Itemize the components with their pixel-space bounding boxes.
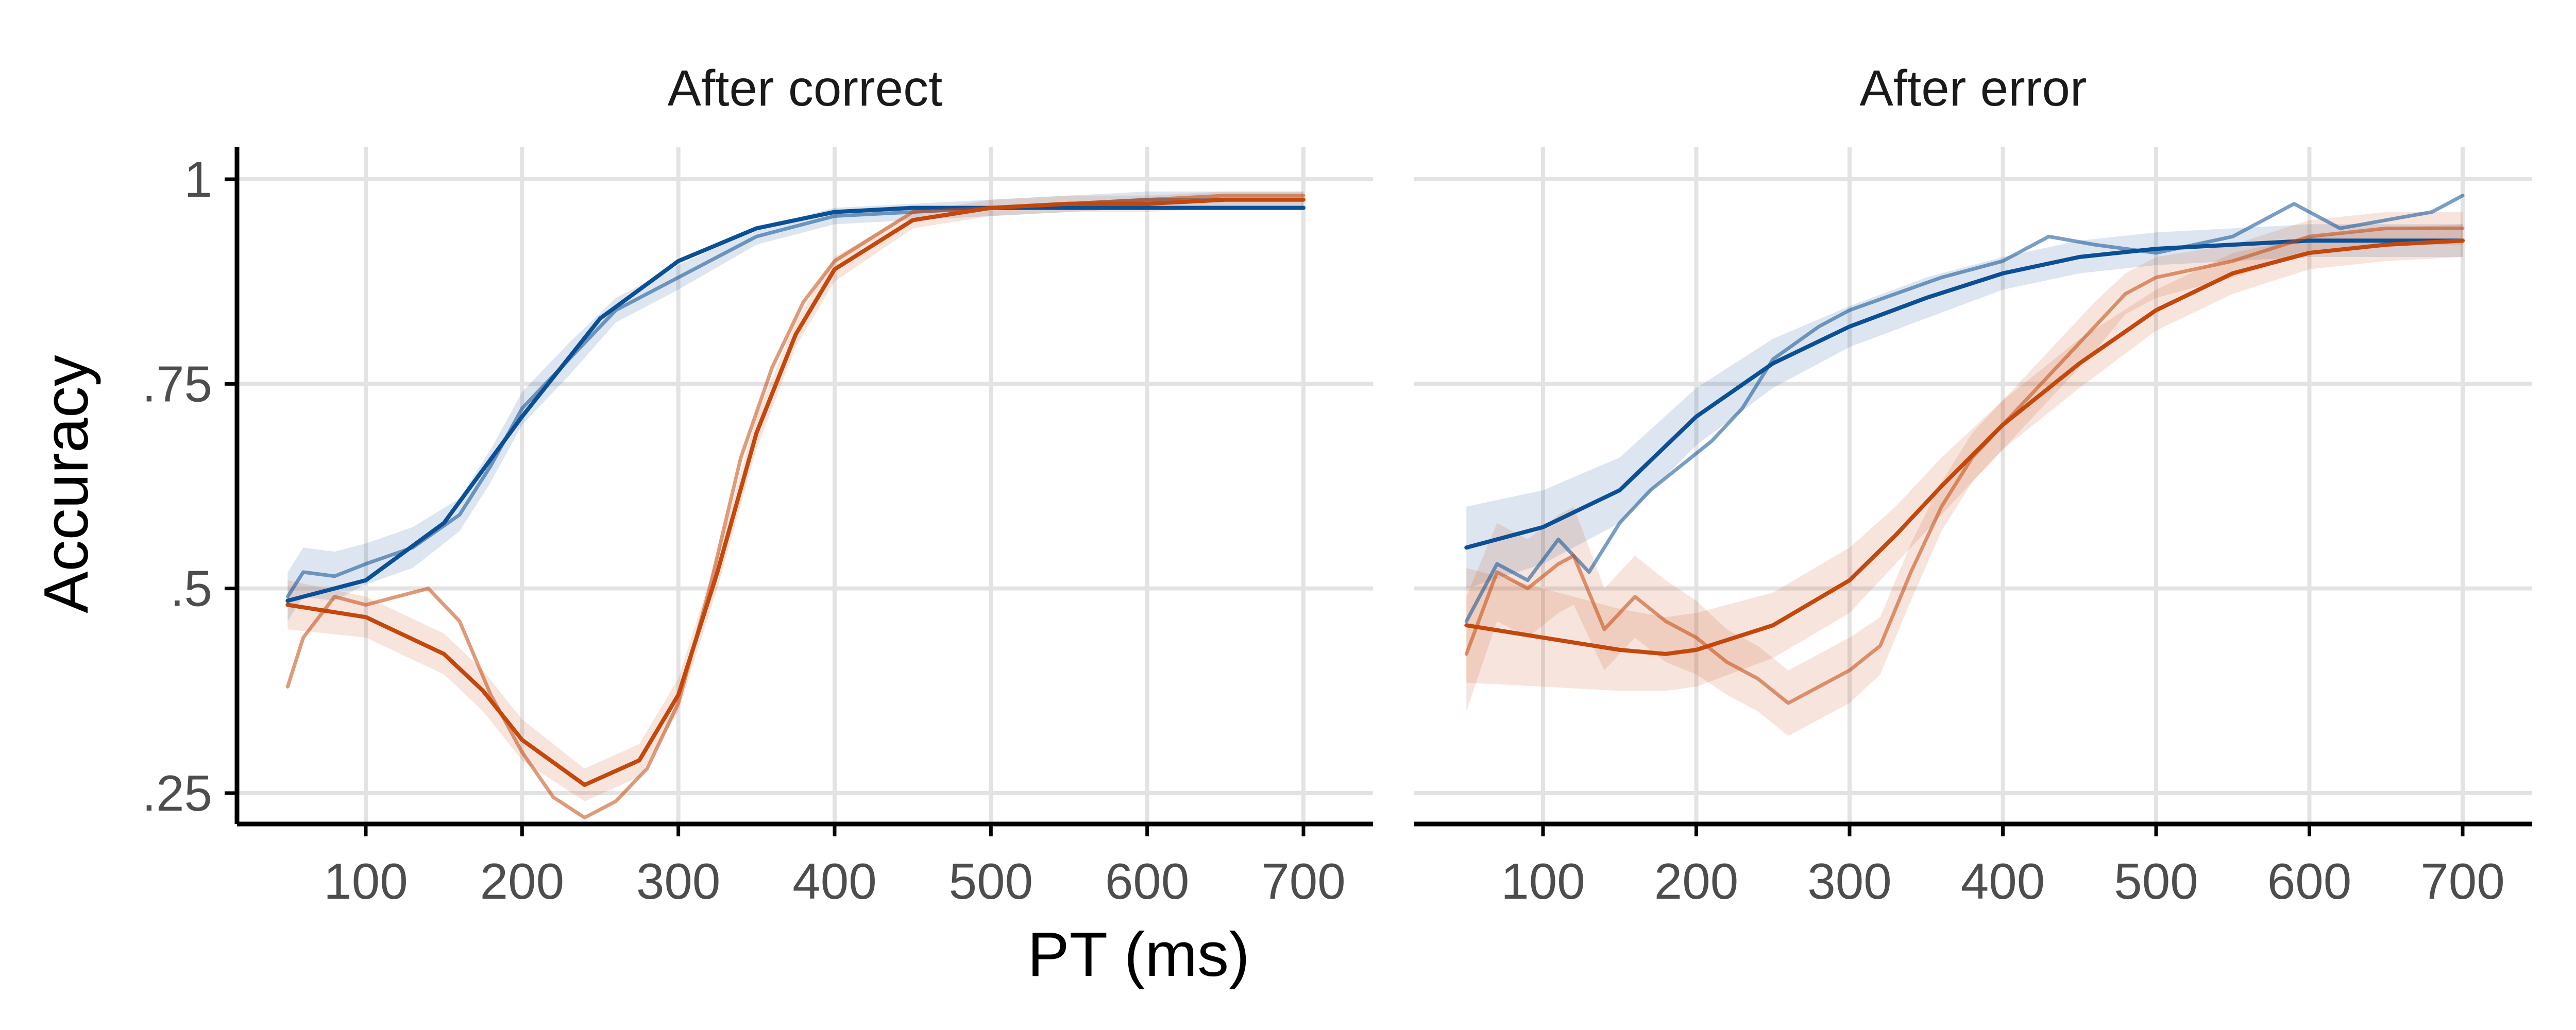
grid bbox=[237, 147, 1373, 824]
band-blue-fit bbox=[1466, 224, 2463, 589]
x-tick-label: 600 bbox=[2267, 853, 2352, 909]
line-blue-fit bbox=[285, 205, 1306, 603]
band-orange-fit bbox=[287, 191, 1304, 801]
panel-after-error: 100 200 300 400 500 600 700 After error bbox=[1414, 60, 2532, 909]
line-orange-empirical bbox=[1464, 226, 2465, 705]
x-axis: 100 200 300 400 500 600 700 bbox=[1414, 821, 2532, 909]
x-tick-label: 400 bbox=[792, 853, 877, 909]
band-blue-empirical bbox=[287, 191, 1304, 622]
confidence-bands bbox=[1466, 212, 2463, 736]
y-tick-label: .5 bbox=[170, 560, 212, 617]
panel-title: After correct bbox=[668, 60, 943, 116]
panel-title: After error bbox=[1859, 60, 2087, 116]
line-orange-fit bbox=[1464, 238, 2465, 656]
x-tick-label: 600 bbox=[1105, 853, 1190, 909]
x-tick-label: 100 bbox=[324, 853, 408, 909]
x-tick-label: 300 bbox=[1807, 853, 1892, 909]
band-orange-fit bbox=[1466, 224, 2463, 691]
y-tick-label: .75 bbox=[142, 355, 212, 412]
x-tick-label: 500 bbox=[2114, 853, 2198, 909]
x-tick-label: 400 bbox=[1961, 853, 2045, 909]
y-axis-label: Accuracy bbox=[31, 355, 101, 613]
y-tick-label: .25 bbox=[142, 765, 212, 821]
series-lines bbox=[285, 194, 1306, 820]
x-tick-label: 200 bbox=[480, 853, 565, 909]
series-lines bbox=[1464, 194, 2465, 705]
grid bbox=[1414, 147, 2532, 824]
panel-after-correct: 100 200 300 400 500 600 700 .25 .5 .75 1 After corr… bbox=[142, 60, 1373, 909]
line-blue-empirical bbox=[1464, 194, 2465, 623]
x-axis: 100 200 300 400 500 600 700 bbox=[237, 821, 1373, 909]
confidence-bands bbox=[287, 191, 1304, 801]
band-orange-empirical bbox=[1466, 212, 2463, 736]
x-tick-label: 300 bbox=[636, 853, 721, 909]
x-tick-label: 200 bbox=[1654, 853, 1739, 909]
line-orange-fit bbox=[285, 197, 1306, 787]
y-tick-label: 1 bbox=[184, 151, 212, 208]
x-tick-label: 700 bbox=[1261, 853, 1346, 909]
line-orange-empirical bbox=[285, 194, 1306, 820]
x-tick-label: 100 bbox=[1501, 853, 1585, 909]
x-tick-label: 500 bbox=[949, 853, 1033, 909]
x-axis-label: PT (ms) bbox=[1027, 919, 1249, 989]
x-tick-label: 700 bbox=[2420, 853, 2505, 909]
y-axis: .25 .5 .75 1 bbox=[142, 147, 240, 824]
